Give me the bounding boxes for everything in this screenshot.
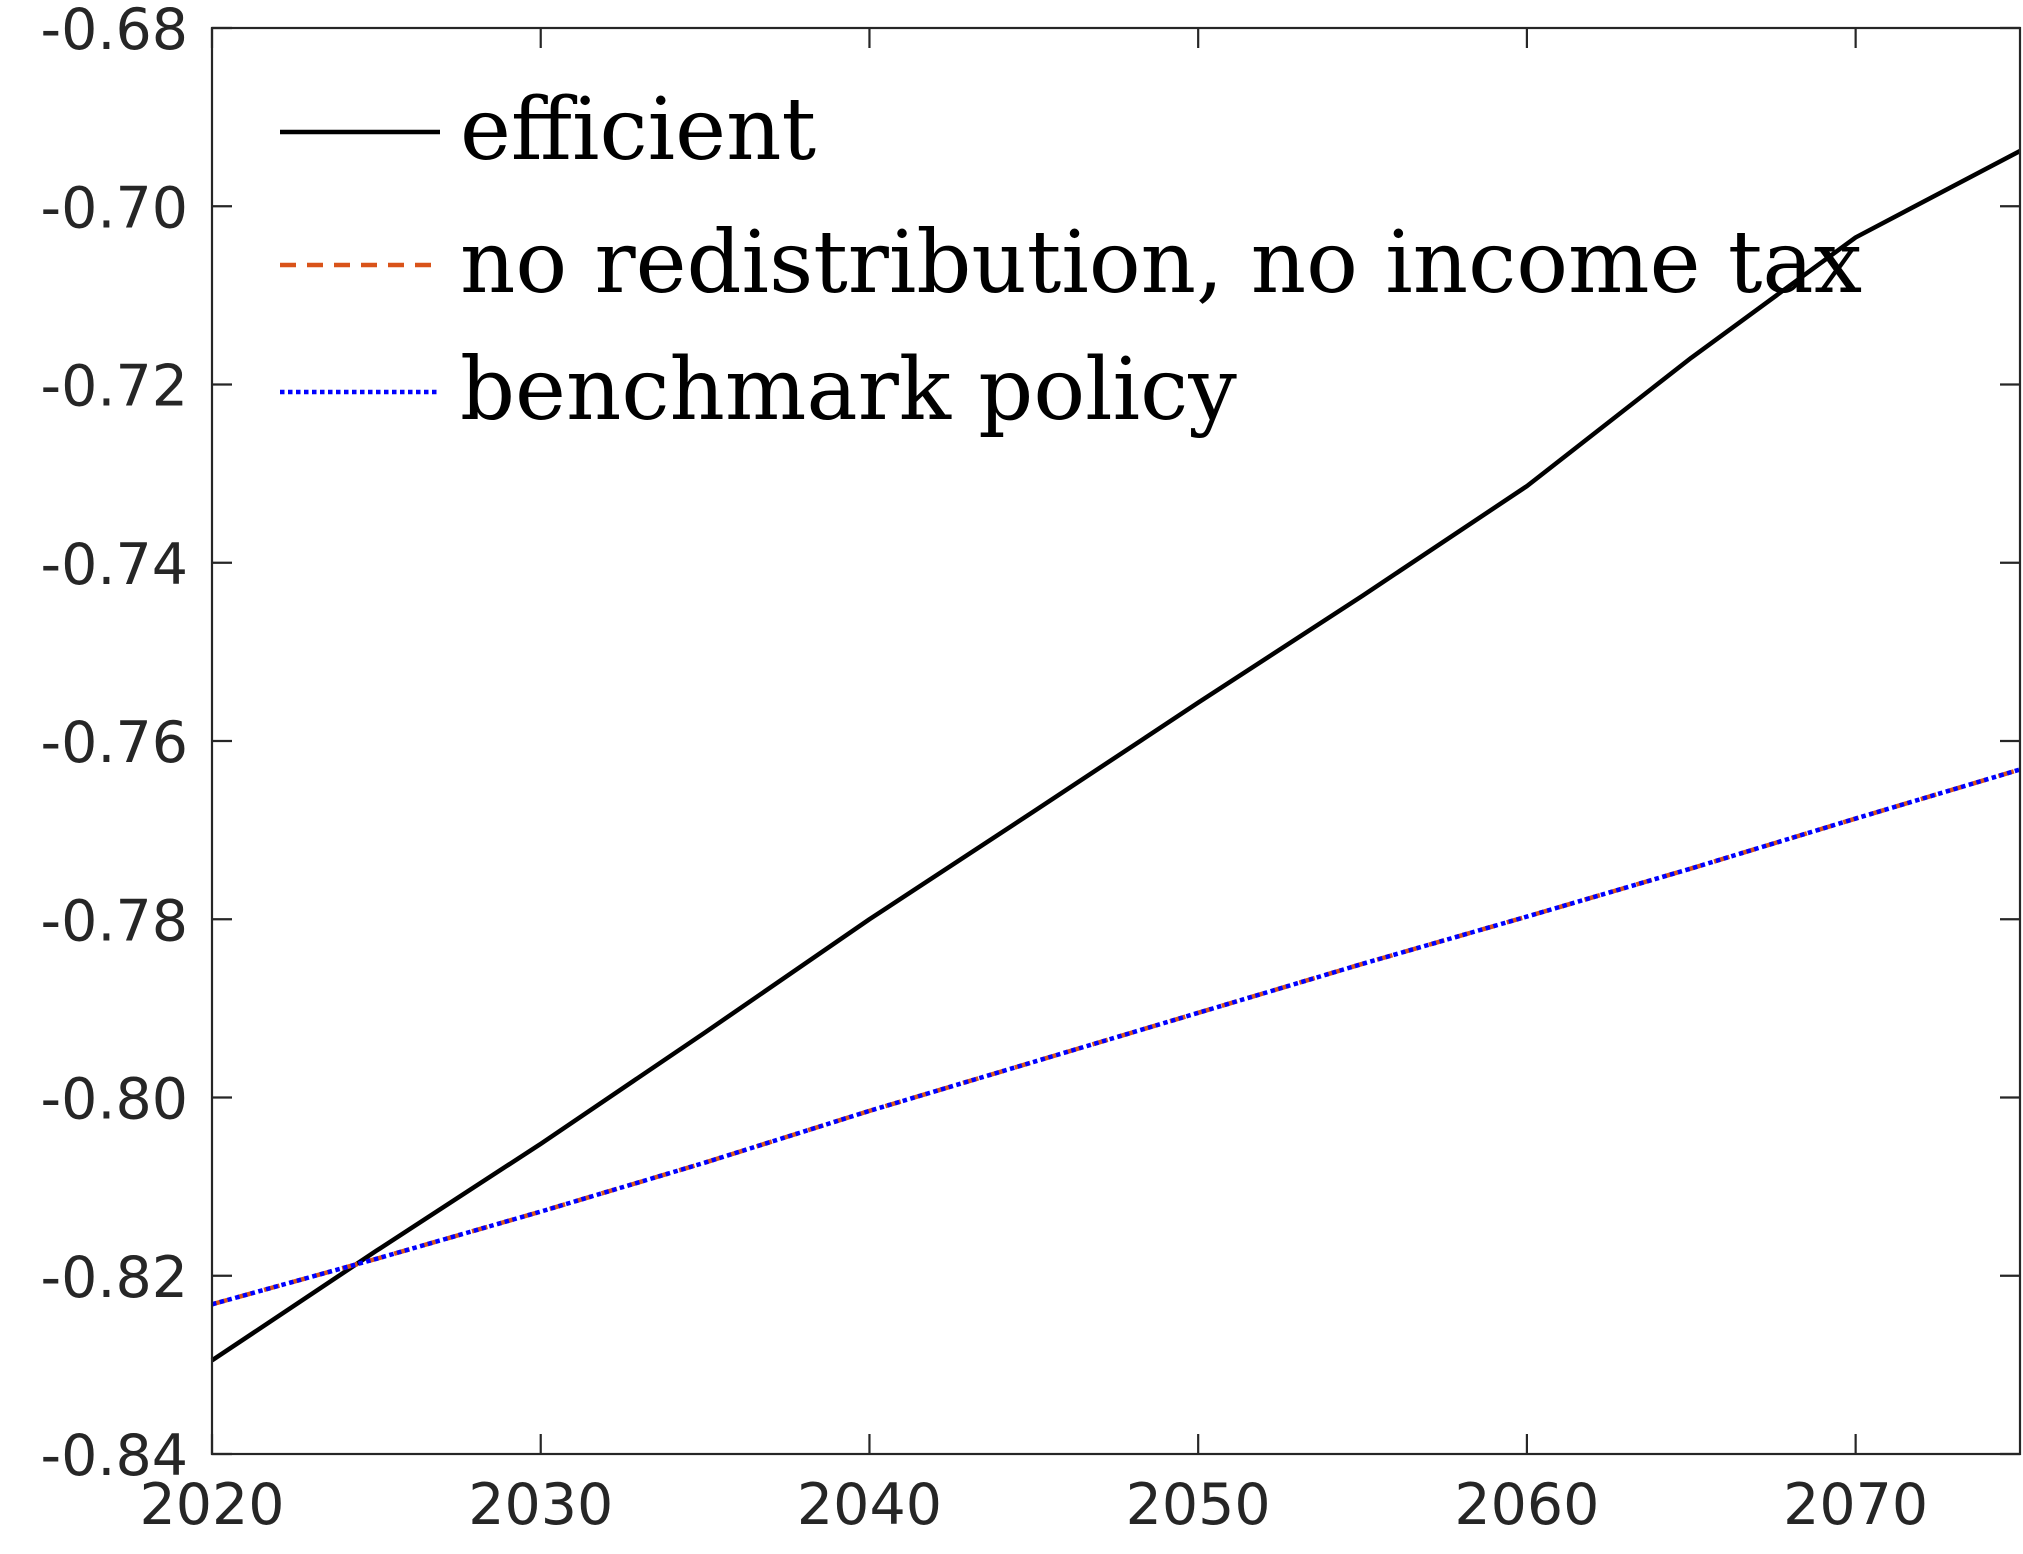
y-tick-label: -0.76 bbox=[41, 710, 188, 776]
legend-item: benchmark policy bbox=[280, 340, 1237, 440]
legend-label: benchmark policy bbox=[460, 340, 1237, 440]
legend: efficient no redistribution, no income ta… bbox=[280, 80, 1862, 440]
x-tick-label: 2070 bbox=[1783, 1472, 1928, 1538]
series-line-benchmark-policy bbox=[211, 767, 2021, 1307]
y-tick-label: -0.70 bbox=[41, 175, 188, 241]
x-tick-label: 2050 bbox=[1126, 1472, 1271, 1538]
series-line-efficient bbox=[210, 148, 2022, 1363]
legend-label: efficient bbox=[460, 80, 816, 180]
y-tick-label: -0.78 bbox=[41, 888, 188, 954]
x-tick-label: 2060 bbox=[1454, 1472, 1599, 1538]
y-tick-label: -0.68 bbox=[41, 0, 188, 63]
y-tick-label: -0.80 bbox=[41, 1067, 188, 1133]
x-tick-label: 2030 bbox=[468, 1472, 613, 1538]
y-tick-label: -0.74 bbox=[41, 532, 188, 598]
legend-item: efficient bbox=[280, 80, 816, 180]
legend-item: no redistribution, no income tax bbox=[280, 213, 1862, 313]
tick-label-layer: 2020 2030 2040 2050 2060 2070 -0.68 -0.70 -0.72 -… bbox=[41, 0, 1929, 1538]
legend-label: no redistribution, no income tax bbox=[460, 213, 1862, 313]
y-tick-label: -0.82 bbox=[41, 1245, 188, 1311]
axes-layer bbox=[210, 26, 2022, 1456]
x-tick-label: 2040 bbox=[797, 1472, 942, 1538]
y-tick-label: -0.84 bbox=[41, 1423, 188, 1489]
y-tick-label: -0.72 bbox=[41, 354, 188, 420]
series-layer bbox=[210, 148, 2022, 1363]
x-tick-label: 2020 bbox=[139, 1472, 284, 1538]
